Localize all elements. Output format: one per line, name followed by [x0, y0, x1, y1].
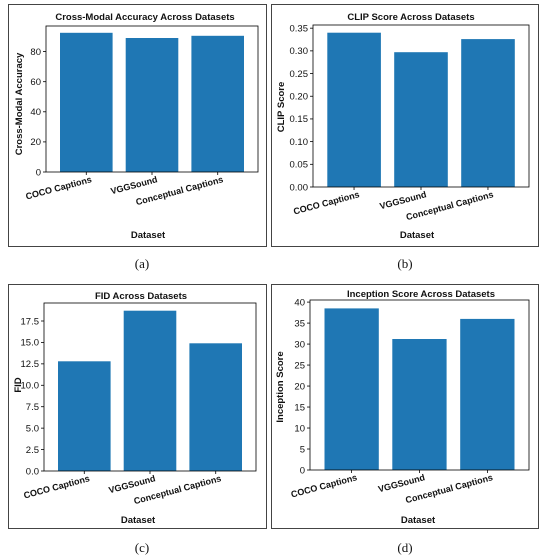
bar — [392, 339, 447, 470]
x-axis-label: Dataset — [131, 230, 166, 241]
bar — [394, 52, 448, 188]
bar — [324, 308, 379, 470]
x-axis-label: Dataset — [401, 515, 436, 526]
y-tick-label: 17.5 — [21, 316, 40, 327]
chart-svg-b: CLIP Score Across Datasets CLIP Score Da… — [271, 4, 539, 247]
y-tick-label: 0.00 — [290, 182, 309, 193]
chart-svg-d: Inception Score Across Datasets Inceptio… — [271, 284, 539, 529]
caption-a: (a) — [134, 256, 150, 271]
chart-panel-d: Inception Score Across Datasets Inceptio… — [271, 284, 539, 529]
bar — [125, 38, 179, 172]
y-tick-label: 40 — [30, 107, 41, 118]
y-tick-label: 0.15 — [290, 114, 309, 125]
y-tick-label: 12.5 — [21, 359, 40, 370]
caption-d: (d) — [397, 540, 413, 555]
x-axis-label: Dataset — [121, 515, 156, 526]
y-tick-label: 0.20 — [290, 92, 309, 103]
chart-panel-c: FID Across Datasets FID Dataset 0.0 2.5 5.… — [8, 284, 267, 529]
bar — [60, 32, 113, 172]
y-tick-label: 0.0 — [26, 466, 39, 477]
x-axis-label: Dataset — [400, 230, 435, 241]
bar — [123, 310, 177, 471]
y-tick-label: 30 — [294, 339, 305, 350]
y-axis-label: Cross-Modal Accuracy — [14, 52, 25, 155]
bar — [461, 39, 515, 187]
y-tick-label: 0.10 — [290, 137, 309, 148]
y-tick-label: 25 — [294, 360, 305, 371]
y-tick-label: 80 — [30, 47, 41, 58]
y-axis-label: Inception Score — [275, 351, 286, 422]
y-tick-label: 10 — [294, 423, 305, 434]
y-axis-label: CLIP Score — [276, 82, 287, 133]
bar — [327, 32, 381, 188]
y-tick-label: 0 — [36, 167, 41, 178]
chart-title: Cross-Modal Accuracy Across Datasets — [55, 12, 234, 23]
chart-panel-a: Cross-Modal Accuracy Across Datasets Cro… — [8, 4, 267, 247]
y-tick-label: 10.0 — [21, 381, 40, 392]
y-tick-label: 0.35 — [290, 23, 309, 34]
y-tick-label: 0.30 — [290, 46, 309, 57]
y-tick-label: 0.25 — [290, 69, 309, 80]
y-tick-label: 20 — [30, 137, 41, 148]
bar — [191, 35, 244, 172]
y-tick-label: 20 — [294, 381, 305, 392]
y-tick-label: 5 — [300, 444, 305, 455]
y-tick-label: 40 — [294, 297, 305, 308]
caption-b: (b) — [397, 256, 413, 271]
y-tick-label: 7.5 — [26, 402, 39, 413]
caption-c: (c) — [134, 540, 150, 555]
y-tick-label: 0.05 — [290, 160, 309, 171]
chart-title: CLIP Score Across Datasets — [347, 12, 474, 23]
chart-title: Inception Score Across Datasets — [347, 289, 495, 300]
chart-title: FID Across Datasets — [95, 291, 187, 302]
y-tick-label: 0 — [300, 465, 305, 476]
bar — [58, 361, 111, 471]
y-tick-label: 5.0 — [26, 423, 39, 434]
y-tick-label: 2.5 — [26, 445, 39, 456]
y-tick-label: 60 — [30, 77, 41, 88]
bar — [189, 343, 242, 471]
chart-panel-b: CLIP Score Across Datasets CLIP Score Da… — [271, 4, 539, 247]
y-tick-label: 15.0 — [21, 338, 40, 349]
chart-svg-c: FID Across Datasets FID Dataset 0.0 2.5 5.… — [8, 284, 267, 529]
y-axis-label: FID — [13, 377, 24, 392]
chart-svg-a: Cross-Modal Accuracy Across Datasets Cro… — [8, 4, 267, 247]
y-tick-label: 35 — [294, 318, 305, 329]
bar — [460, 318, 515, 470]
y-tick-label: 15 — [294, 402, 305, 413]
